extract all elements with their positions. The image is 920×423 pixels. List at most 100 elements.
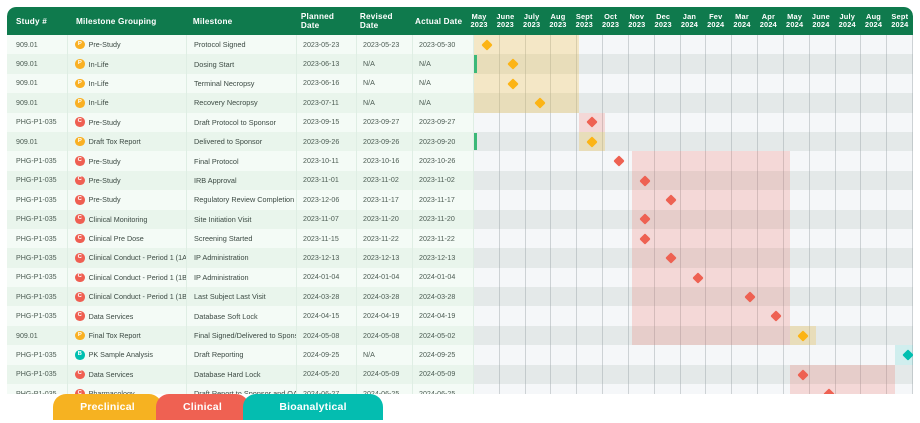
column-header-month[interactable]: June 2023 [492, 7, 518, 35]
phase-badge-c-icon: C [75, 253, 85, 263]
legend-tab-bioanalytical[interactable]: Bioanalytical [243, 394, 383, 420]
month-year: 2024 [864, 20, 883, 29]
column-header-month[interactable]: May 2023 [466, 7, 492, 35]
milestone-marker-diamond[interactable] [691, 271, 704, 284]
grouping-label: Draft Tox Report [88, 137, 141, 147]
milestone-marker-diamond[interactable] [665, 252, 677, 264]
column-header-planned[interactable]: Planned Date [300, 12, 335, 30]
table-row[interactable]: PHG-P1-035 C Data Services Database Soft Lo… [7, 306, 474, 326]
column-header-revised[interactable]: Revised Date [359, 12, 393, 30]
grouping-label: Pharmacology [88, 389, 135, 394]
cell-grouping: C Pre-Study [68, 190, 187, 210]
column-header-month[interactable]: Apr 2024 [755, 7, 781, 35]
cell-actual-date: 2024-06-25 [413, 384, 474, 394]
milestone-marker-diamond[interactable] [639, 233, 651, 245]
cell-study: PHG-P1-035 [7, 287, 68, 307]
table-row[interactable]: 909.01 P In-Life Recovery Necropsy 2023-07-1… [7, 93, 474, 113]
milestone-marker-diamond[interactable] [534, 97, 546, 109]
month-year: 2023 [496, 20, 514, 29]
month-name: May [471, 11, 487, 21]
table-row[interactable]: PHG-P1-035 C Data Services Database Hard Lo… [7, 364, 474, 385]
cell-milestone: Draft Report to Sponsor and QA [187, 384, 297, 394]
column-header-month[interactable]: July 2024 [834, 7, 860, 35]
cell-planned-date: 2023-11-01 [297, 170, 357, 191]
table-row[interactable]: 909.01 P Draft Tox Report Delivered to Spon… [7, 131, 474, 152]
column-header-grouping[interactable]: Milestone Grouping [75, 16, 157, 26]
table-row[interactable]: PHG-P1-035 B PK Sample Analysis Draft Repor… [7, 345, 474, 365]
cell-milestone: Protocol Signed [187, 35, 297, 55]
cell-actual-date: N/A [413, 93, 474, 113]
column-header-milestone[interactable]: Milestone [192, 16, 233, 26]
phase-badge-p-icon: P [75, 39, 85, 50]
grouping-label: Clinical Conduct - Period 1 (1A) [88, 253, 186, 263]
column-header-month[interactable]: July 2023 [519, 7, 545, 35]
column-header-month[interactable]: Aug 2024 [860, 7, 886, 35]
milestone-marker-diamond[interactable] [586, 116, 599, 128]
column-header-actual[interactable]: Actual Date [414, 16, 463, 26]
cell-planned-date: 2023-06-13 [297, 54, 357, 74]
grouping-label: Data Services [88, 369, 134, 379]
table-row[interactable]: PHG-P1-035 C Clinical Pre Dose Screening St… [7, 228, 474, 249]
table-row[interactable]: PHG-P1-035 C Pre-Study Regulatory Review Co… [7, 190, 474, 210]
milestone-marker-diamond[interactable] [639, 174, 651, 187]
cell-revised-date: 2023-05-23 [357, 35, 413, 55]
table-row[interactable]: PHG-P1-035 C Pre-Study IRB Approval 2023-11-… [7, 170, 474, 191]
cell-study: 909.01 [7, 54, 68, 74]
legend-tab-preclinical[interactable]: Preclinical [53, 394, 162, 420]
milestone-marker-diamond[interactable] [797, 368, 809, 381]
milestone-marker-diamond[interactable] [770, 310, 783, 322]
column-header-study[interactable]: Study # [16, 16, 47, 26]
column-header-month[interactable]: Nov 2023 [624, 7, 650, 35]
legend-tab-clinical[interactable]: Clinical [156, 394, 249, 420]
milestone-marker-diamond[interactable] [665, 194, 677, 206]
timeline-row [474, 345, 913, 365]
month-year: 2023 [470, 20, 488, 29]
milestone-marker-diamond[interactable] [902, 349, 913, 361]
milestone-marker-diamond[interactable] [507, 58, 520, 70]
table-row[interactable]: 909.01 P In-Life Terminal Necropsy 2023-06-1… [7, 73, 474, 94]
cell-grouping: P In-Life [68, 93, 187, 113]
cell-study: PHG-P1-035 [7, 345, 68, 365]
phase-badge-p-icon: P [75, 136, 85, 147]
table-row[interactable]: PHG-P1-035 C Pharmacology Draft Report to S… [7, 384, 474, 394]
timeline-row [474, 190, 913, 210]
phase-badge-c-icon: C [75, 156, 85, 166]
table-row[interactable]: PHG-P1-035 C Pre-Study Draft Protocol to Sp… [7, 112, 474, 132]
column-header-month[interactable]: June 2024 [808, 7, 834, 35]
column-header-month[interactable]: Jan 2024 [676, 7, 702, 35]
cell-milestone: Final Signed/Delivered to Sponsor [187, 325, 297, 346]
cell-grouping: C Clinical Pre Dose [68, 228, 187, 249]
column-header-month[interactable]: Sept 2024 [887, 7, 913, 35]
column-header-month[interactable]: Mar 2024 [729, 7, 755, 35]
row-accent-bar [474, 55, 477, 73]
milestone-marker-diamond[interactable] [612, 155, 625, 167]
milestone-marker-diamond[interactable] [797, 330, 809, 342]
column-header-month[interactable]: Aug 2023 [545, 7, 571, 35]
table-row[interactable]: PHG-P1-035 C Clinical Conduct - Period 1 (… [7, 267, 474, 288]
column-header-month[interactable]: Dec 2023 [650, 7, 676, 35]
table-row[interactable]: 909.01 P In-Life Dosing Start 2023-06-13 N/A N… [7, 54, 474, 74]
milestone-marker-diamond[interactable] [586, 136, 599, 148]
table-row[interactable]: PHG-P1-035 C Clinical Conduct - Period 1 (… [7, 287, 474, 307]
milestone-marker-diamond[interactable] [507, 77, 520, 90]
column-header-month[interactable]: Oct 2023 [597, 7, 623, 35]
cell-milestone: Terminal Necropsy [187, 73, 297, 94]
milestone-marker-diamond[interactable] [481, 39, 493, 51]
month-year: 2023 [654, 20, 672, 29]
grouping-label: Clinical Conduct - Period 1 (1B) [88, 292, 186, 302]
milestone-marker-diamond[interactable] [744, 291, 756, 303]
cell-grouping: C Clinical Monitoring [68, 209, 187, 229]
column-header-month[interactable]: May 2024 [782, 7, 808, 35]
milestone-marker-diamond[interactable] [639, 213, 651, 225]
table-row[interactable]: 909.01 P Final Tox Report Final Signed/Deli… [7, 325, 474, 346]
column-header-month[interactable]: Fev 2024 [703, 7, 729, 35]
cell-actual-date: 2023-10-26 [413, 151, 474, 171]
table-row[interactable]: PHG-P1-035 C Clinical Conduct - Period 1 (… [7, 248, 474, 268]
cell-grouping: P In-Life [68, 54, 187, 74]
column-header-month[interactable]: Sept 2023 [571, 7, 597, 35]
month-name: Aug [866, 11, 882, 21]
table-row[interactable]: PHG-P1-035 C Pre-Study Final Protocol 2023-1… [7, 151, 474, 171]
table-row[interactable]: PHG-P1-035 C Clinical Monitoring Site Initi… [7, 209, 474, 229]
cell-actual-date: N/A [413, 73, 474, 94]
table-row[interactable]: 909.01 P Pre-Study Protocol Signed 2023-05-2… [7, 35, 474, 55]
